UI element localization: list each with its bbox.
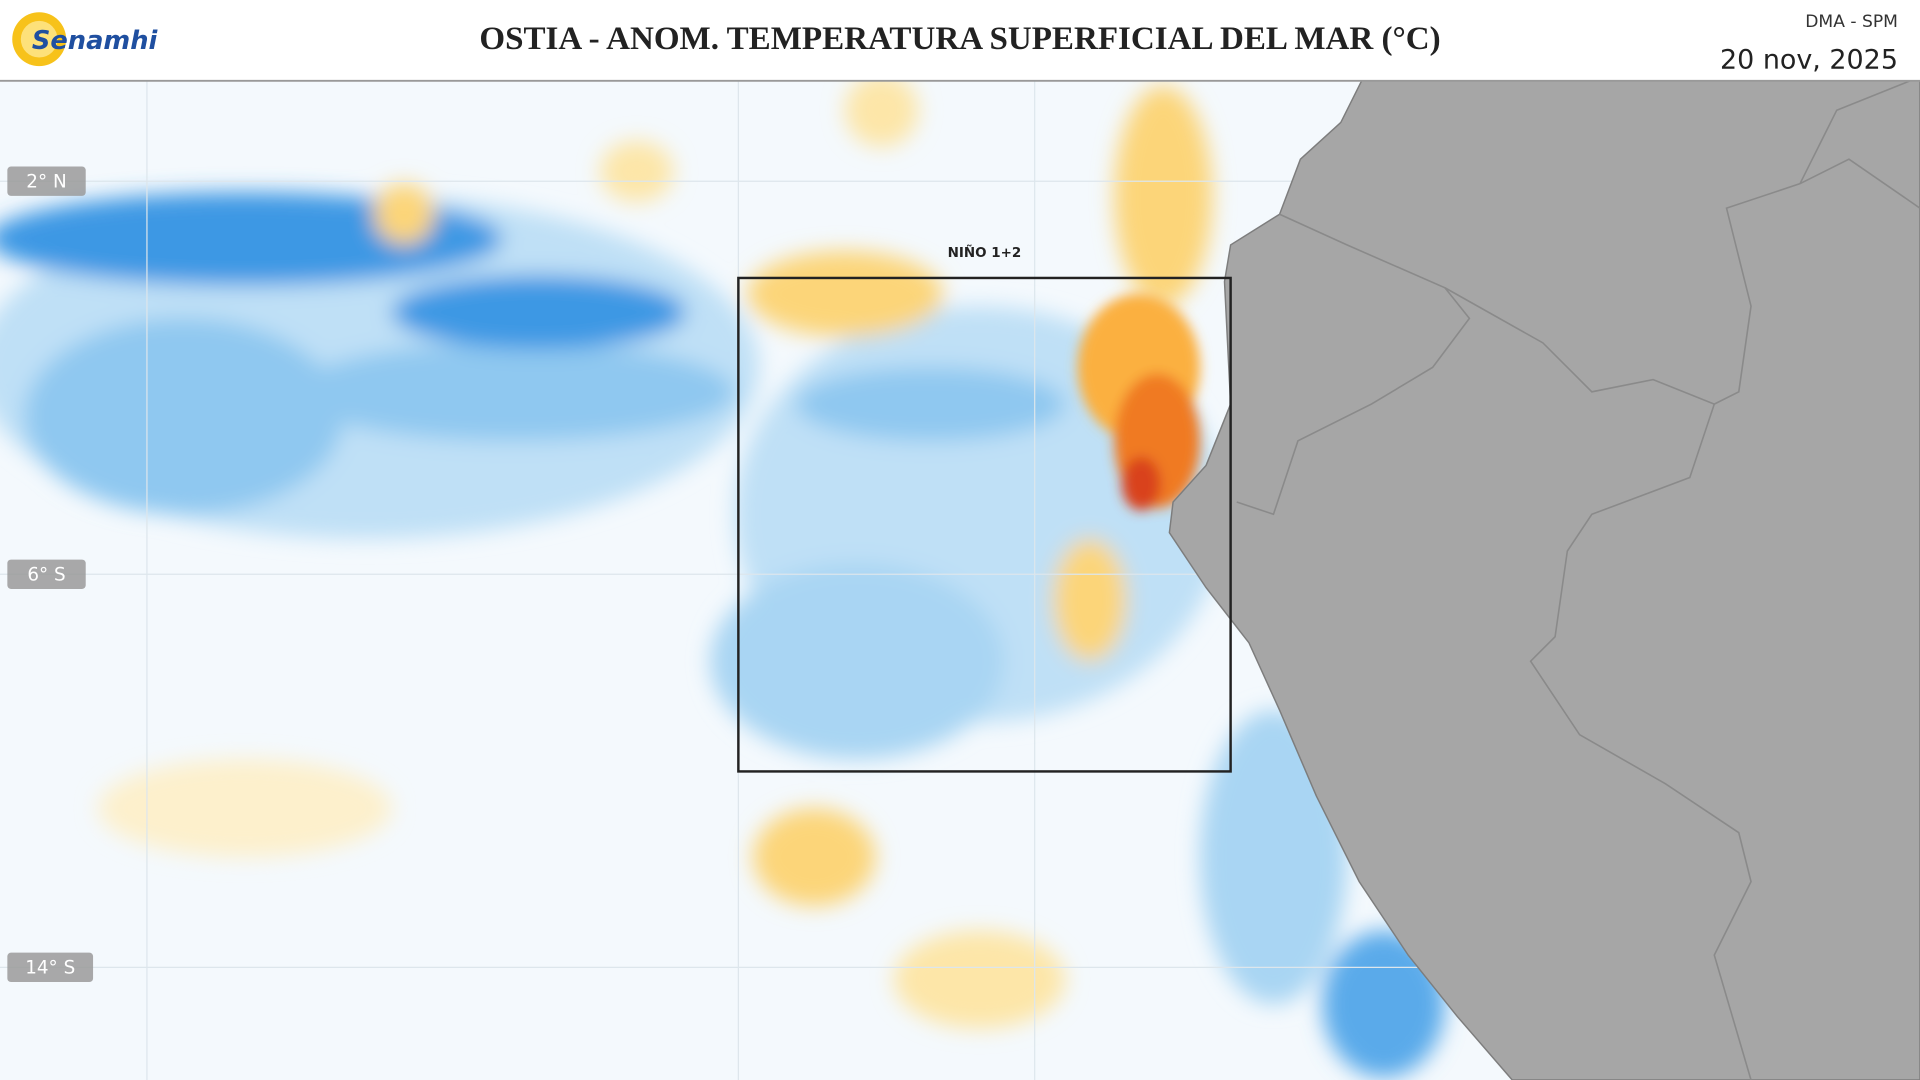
anomaly-warm: [844, 80, 919, 147]
anomaly-warm: [893, 930, 1066, 1029]
anomaly-cool: [710, 563, 1005, 760]
anomaly-warm: [600, 140, 674, 203]
border: [1799, 80, 1911, 185]
logo-text: Senamhi: [32, 26, 159, 56]
anomaly-cool: [795, 367, 1066, 441]
logo-sun-core: [20, 20, 58, 58]
lat-label: 6° S: [27, 564, 65, 585]
lat-label: 14° S: [25, 957, 75, 978]
anomaly-cool: [1200, 710, 1347, 1005]
anomaly-warm: [1053, 538, 1127, 662]
anomaly-warm: [1114, 85, 1213, 307]
logo: Senamhi: [12, 12, 159, 67]
border: [1444, 158, 1920, 405]
anomaly-warm: [753, 808, 876, 907]
anomaly-cold: [391, 275, 686, 349]
region-label: NIÑO 1+2: [948, 244, 1022, 261]
nino-region-box: [737, 276, 1232, 773]
anomaly-cool: [293, 342, 735, 441]
border: [1236, 213, 1471, 516]
lat-labels: 2° N 6° S 14° S: [7, 166, 94, 983]
date: 20 nov, 2025: [1720, 45, 1898, 76]
anomaly-hot-core: [1077, 293, 1200, 511]
lat-label: 2° N: [26, 171, 66, 192]
lat-label-box: [7, 166, 86, 196]
border: [1529, 403, 1752, 1080]
anomaly-warm: [746, 251, 943, 337]
lat-label-box: [7, 952, 94, 983]
anomaly-hot: [1121, 456, 1161, 511]
organization: DMA - SPM: [1805, 12, 1898, 32]
borders: [1236, 80, 1920, 1080]
land: [1168, 80, 1920, 1080]
anomaly-warm: [97, 759, 392, 858]
map-area: NIÑO 1+2 2° N 6° S 14° S: [0, 80, 1920, 1080]
anomaly-cool: [24, 318, 343, 515]
lat-label-box: [7, 559, 86, 589]
anomaly-warm: [373, 183, 435, 245]
title: OSTIA - ANOM. TEMPERATURA SUPERFICIAL DE…: [479, 21, 1440, 57]
